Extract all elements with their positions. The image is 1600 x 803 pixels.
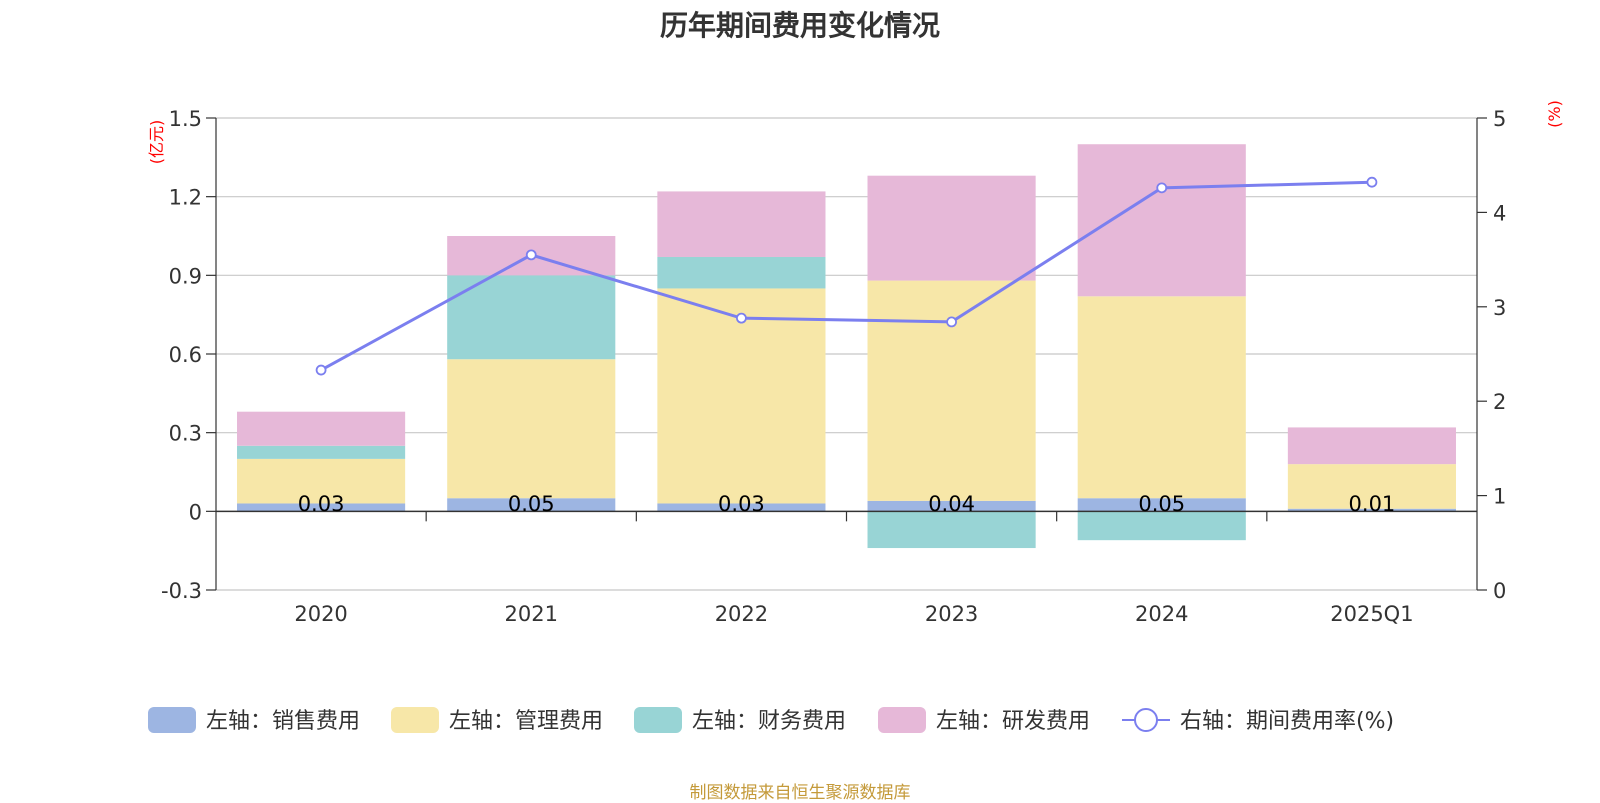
legend-label: 左轴：管理费用 bbox=[449, 709, 603, 734]
data-labels: 0.03 0.05 0.03 0.04 0.05 0.01 bbox=[298, 492, 1396, 516]
data-label-sales: 0.01 bbox=[1349, 492, 1396, 516]
bar-左轴：管理费用-2022 bbox=[657, 288, 826, 504]
right-tick-label: 2 bbox=[1493, 390, 1506, 414]
rate-line bbox=[315, 176, 1378, 376]
bar-左轴：管理费用-2020 bbox=[237, 458, 406, 504]
bar-左轴：财务费用-2022 bbox=[657, 256, 826, 289]
bar-左轴：销售费用-2021 bbox=[447, 498, 616, 512]
rate-point-2023 bbox=[946, 316, 957, 328]
bar-左轴：销售费用-2022 bbox=[657, 503, 826, 512]
bar-左轴：财务费用-2020 bbox=[237, 445, 406, 459]
x-tick-label: 2023 bbox=[925, 602, 978, 626]
left-tick-label: 1.5 bbox=[169, 107, 202, 131]
legend: 左轴：销售费用 左轴：管理费用 左轴：财务费用 左轴：研发费用 右轴：期间费用率(%) bbox=[148, 707, 1394, 734]
bar-左轴：财务费用-2023 bbox=[867, 511, 1036, 549]
chart-title: 历年期间费用变化情况 bbox=[659, 9, 940, 42]
rate-point-2021 bbox=[525, 249, 537, 261]
bar-左轴：研发费用-2024 bbox=[1077, 144, 1246, 297]
legend-swatch bbox=[878, 707, 926, 733]
bar-左轴：销售费用-2024 bbox=[1077, 498, 1246, 512]
axes: -0.3 0 0.3 0.6 0.9 1.2 1.5 0 1 2 3 4 5 (亿元) (%) 2020 202… bbox=[147, 100, 1564, 626]
data-label-sales: 0.03 bbox=[298, 492, 345, 516]
bar-左轴：财务费用-2021 bbox=[447, 275, 616, 360]
right-tick-label: 4 bbox=[1493, 201, 1506, 225]
data-label-sales: 0.05 bbox=[1138, 492, 1185, 516]
bar-左轴：销售费用-2020 bbox=[237, 503, 406, 512]
bar-左轴：管理费用-2024 bbox=[1077, 296, 1246, 499]
bar-左轴：销售费用-2025Q1 bbox=[1287, 508, 1456, 512]
legend-label: 左轴：财务费用 bbox=[692, 709, 846, 734]
bar-左轴：财务费用-2024 bbox=[1077, 511, 1246, 541]
x-tick-label: 2025Q1 bbox=[1330, 602, 1413, 626]
rate-point-2020 bbox=[315, 364, 327, 376]
left-tick-label: 1.2 bbox=[169, 186, 202, 210]
legend-swatch bbox=[148, 707, 196, 733]
bar-左轴：研发费用-2023 bbox=[867, 175, 1036, 281]
left-tick-label: 0.3 bbox=[169, 422, 202, 446]
right-tick-label: 1 bbox=[1493, 485, 1506, 509]
rate-line-path bbox=[320, 180, 1372, 372]
bars bbox=[237, 144, 1456, 549]
gridlines bbox=[216, 117, 1477, 591]
x-tick-label: 2024 bbox=[1135, 602, 1188, 626]
right-tick-label: 0 bbox=[1493, 579, 1506, 603]
bar-左轴：管理费用-2025Q1 bbox=[1287, 464, 1456, 509]
legend-line-marker bbox=[1134, 708, 1158, 732]
legend-swatch bbox=[391, 707, 439, 733]
rate-point-2025Q1 bbox=[1366, 176, 1378, 188]
x-tick-label: 2020 bbox=[294, 602, 347, 626]
data-label-sales: 0.05 bbox=[508, 492, 555, 516]
legend-label: 左轴：销售费用 bbox=[206, 709, 360, 734]
bar-左轴：研发费用-2020 bbox=[237, 411, 406, 446]
left-tick-label: 0 bbox=[189, 500, 202, 524]
left-axis-unit: (亿元) bbox=[147, 120, 166, 165]
rate-point-2024 bbox=[1156, 182, 1168, 194]
bar-左轴：销售费用-2023 bbox=[867, 500, 1036, 512]
legend-label: 右轴：期间费用率(%) bbox=[1180, 709, 1394, 734]
legend-label: 左轴：研发费用 bbox=[936, 709, 1090, 734]
right-tick-label: 3 bbox=[1493, 296, 1506, 320]
rate-point-2022 bbox=[736, 312, 747, 324]
left-tick-label: 0.6 bbox=[169, 343, 202, 367]
legend-swatch bbox=[634, 707, 682, 733]
x-tick-label: 2022 bbox=[715, 602, 768, 626]
right-tick-label: 5 bbox=[1493, 107, 1506, 131]
bar-左轴：管理费用-2021 bbox=[447, 359, 616, 499]
x-tick-label: 2021 bbox=[505, 602, 558, 626]
right-axis-unit: (%) bbox=[1545, 100, 1564, 128]
source-note: 制图数据来自恒生聚源数据库 bbox=[689, 783, 911, 803]
bar-左轴：研发费用-2025Q1 bbox=[1287, 427, 1456, 465]
bar-左轴：管理费用-2023 bbox=[867, 280, 1036, 501]
data-label-sales: 0.03 bbox=[718, 492, 765, 516]
data-label-sales: 0.04 bbox=[928, 492, 975, 516]
left-tick-label: -0.3 bbox=[161, 579, 202, 603]
bar-左轴：研发费用-2022 bbox=[657, 191, 826, 257]
left-tick-label: 0.9 bbox=[169, 264, 202, 288]
